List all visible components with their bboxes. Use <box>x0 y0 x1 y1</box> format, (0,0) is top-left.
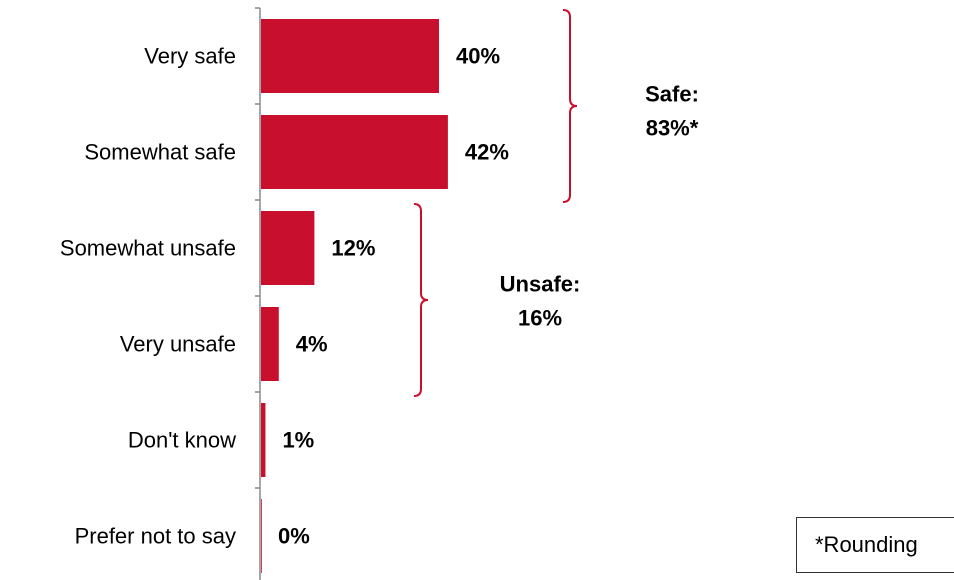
bar <box>261 115 448 189</box>
group-label-name: Unsafe: <box>500 272 581 297</box>
bar <box>261 19 439 93</box>
data-label: 40% <box>456 44 500 69</box>
footnote-box: *Rounding <box>796 517 954 573</box>
category-label: Somewhat unsafe <box>60 236 236 261</box>
category-label: Don't know <box>128 428 236 453</box>
category-label: Prefer not to say <box>75 524 236 549</box>
group-bracket <box>413 203 429 397</box>
bar <box>261 403 266 477</box>
category-label: Somewhat safe <box>84 140 236 165</box>
group-label-value: 83%* <box>646 116 699 141</box>
group-label-value: 16% <box>518 306 562 331</box>
data-label: 12% <box>331 236 375 261</box>
bar <box>261 211 315 285</box>
data-label: 0% <box>278 524 310 549</box>
data-label: 42% <box>465 140 509 165</box>
data-label: 1% <box>282 428 314 453</box>
group-bracket <box>562 9 578 203</box>
bar <box>261 499 262 573</box>
category-label: Very unsafe <box>120 332 236 357</box>
group-label-name: Safe: <box>645 82 699 107</box>
bar <box>261 307 279 381</box>
data-label: 4% <box>296 332 328 357</box>
category-label: Very safe <box>144 44 236 69</box>
footnote-text: *Rounding <box>815 532 918 557</box>
